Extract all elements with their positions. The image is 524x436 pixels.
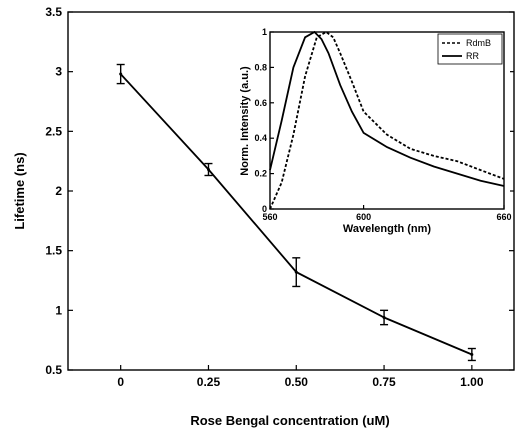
data-point: [119, 72, 123, 76]
error-bar: [204, 162, 213, 177]
x-tick-label: 0.75: [372, 375, 396, 389]
data-point: [206, 168, 210, 172]
inset-series: [269, 30, 505, 210]
x-tick-label: 0: [117, 375, 124, 389]
y-tick-label: 1.5: [45, 244, 62, 258]
inset-x-tick-label: 660: [496, 212, 511, 222]
inset-y-tick-label: 0.4: [254, 133, 267, 143]
x-axis-label: Rose Bengal concentration (uM): [190, 413, 389, 428]
inset-y-axis-label: Norm. Intensity (a.u.): [239, 66, 251, 176]
inset-x-axis-label: Wavelength (nm): [343, 223, 432, 235]
main-ticks: 0 0.25 0.50 0.75 1.00 0.5 1 1.5 2 2.5 3 3.5: [45, 5, 514, 389]
inset-y-tick-label: 0.2: [254, 169, 267, 179]
y-tick-label: 3.5: [45, 5, 62, 19]
inset-series-line-rdmb: [269, 30, 505, 210]
inset-y-tick-label: 0.6: [254, 98, 267, 108]
inset-frame: [269, 31, 505, 210]
legend-label-rr: RR: [466, 51, 479, 61]
error-bar: [380, 309, 389, 326]
inset-ticks: 560 600 660 0 0.2 0.4 0.6 0.8 1: [254, 27, 511, 222]
inset-y-tick-label: 0.8: [254, 62, 267, 72]
x-tick-label: 0.25: [197, 375, 221, 389]
inset-x-tick-label: 560: [262, 212, 277, 222]
y-tick-label: 2.5: [45, 124, 62, 138]
inset-legend: RdmB RR: [437, 33, 503, 65]
main-series: [116, 63, 476, 362]
inset-y-tick-label: 1: [262, 27, 267, 37]
error-bar: [292, 257, 301, 288]
main-plot: 0 0.25 0.50 0.75 1.00 0.5 1 1.5 2 2.5 3 3.5 Rose Be…: [12, 5, 515, 428]
legend-label-rdmb: RdmB: [466, 38, 491, 48]
inset-y-tick-label: 0: [262, 204, 267, 214]
y-axis-label: Lifetime (ns): [12, 152, 27, 229]
inset-series-line-rr: [269, 30, 505, 187]
error-bar: [467, 347, 476, 362]
legend-box: [437, 33, 503, 65]
y-tick-label: 0.5: [45, 363, 62, 377]
inset-x-tick-label: 600: [356, 212, 371, 222]
x-tick-label: 1.00: [460, 375, 484, 389]
data-point: [294, 270, 298, 274]
x-tick-label: 0.50: [285, 375, 309, 389]
y-tick-label: 1: [55, 303, 62, 317]
y-tick-label: 2: [55, 184, 62, 198]
y-tick-label: 3: [55, 65, 62, 79]
data-point: [382, 315, 386, 319]
data-point: [470, 352, 474, 356]
error-bar: [116, 63, 125, 85]
